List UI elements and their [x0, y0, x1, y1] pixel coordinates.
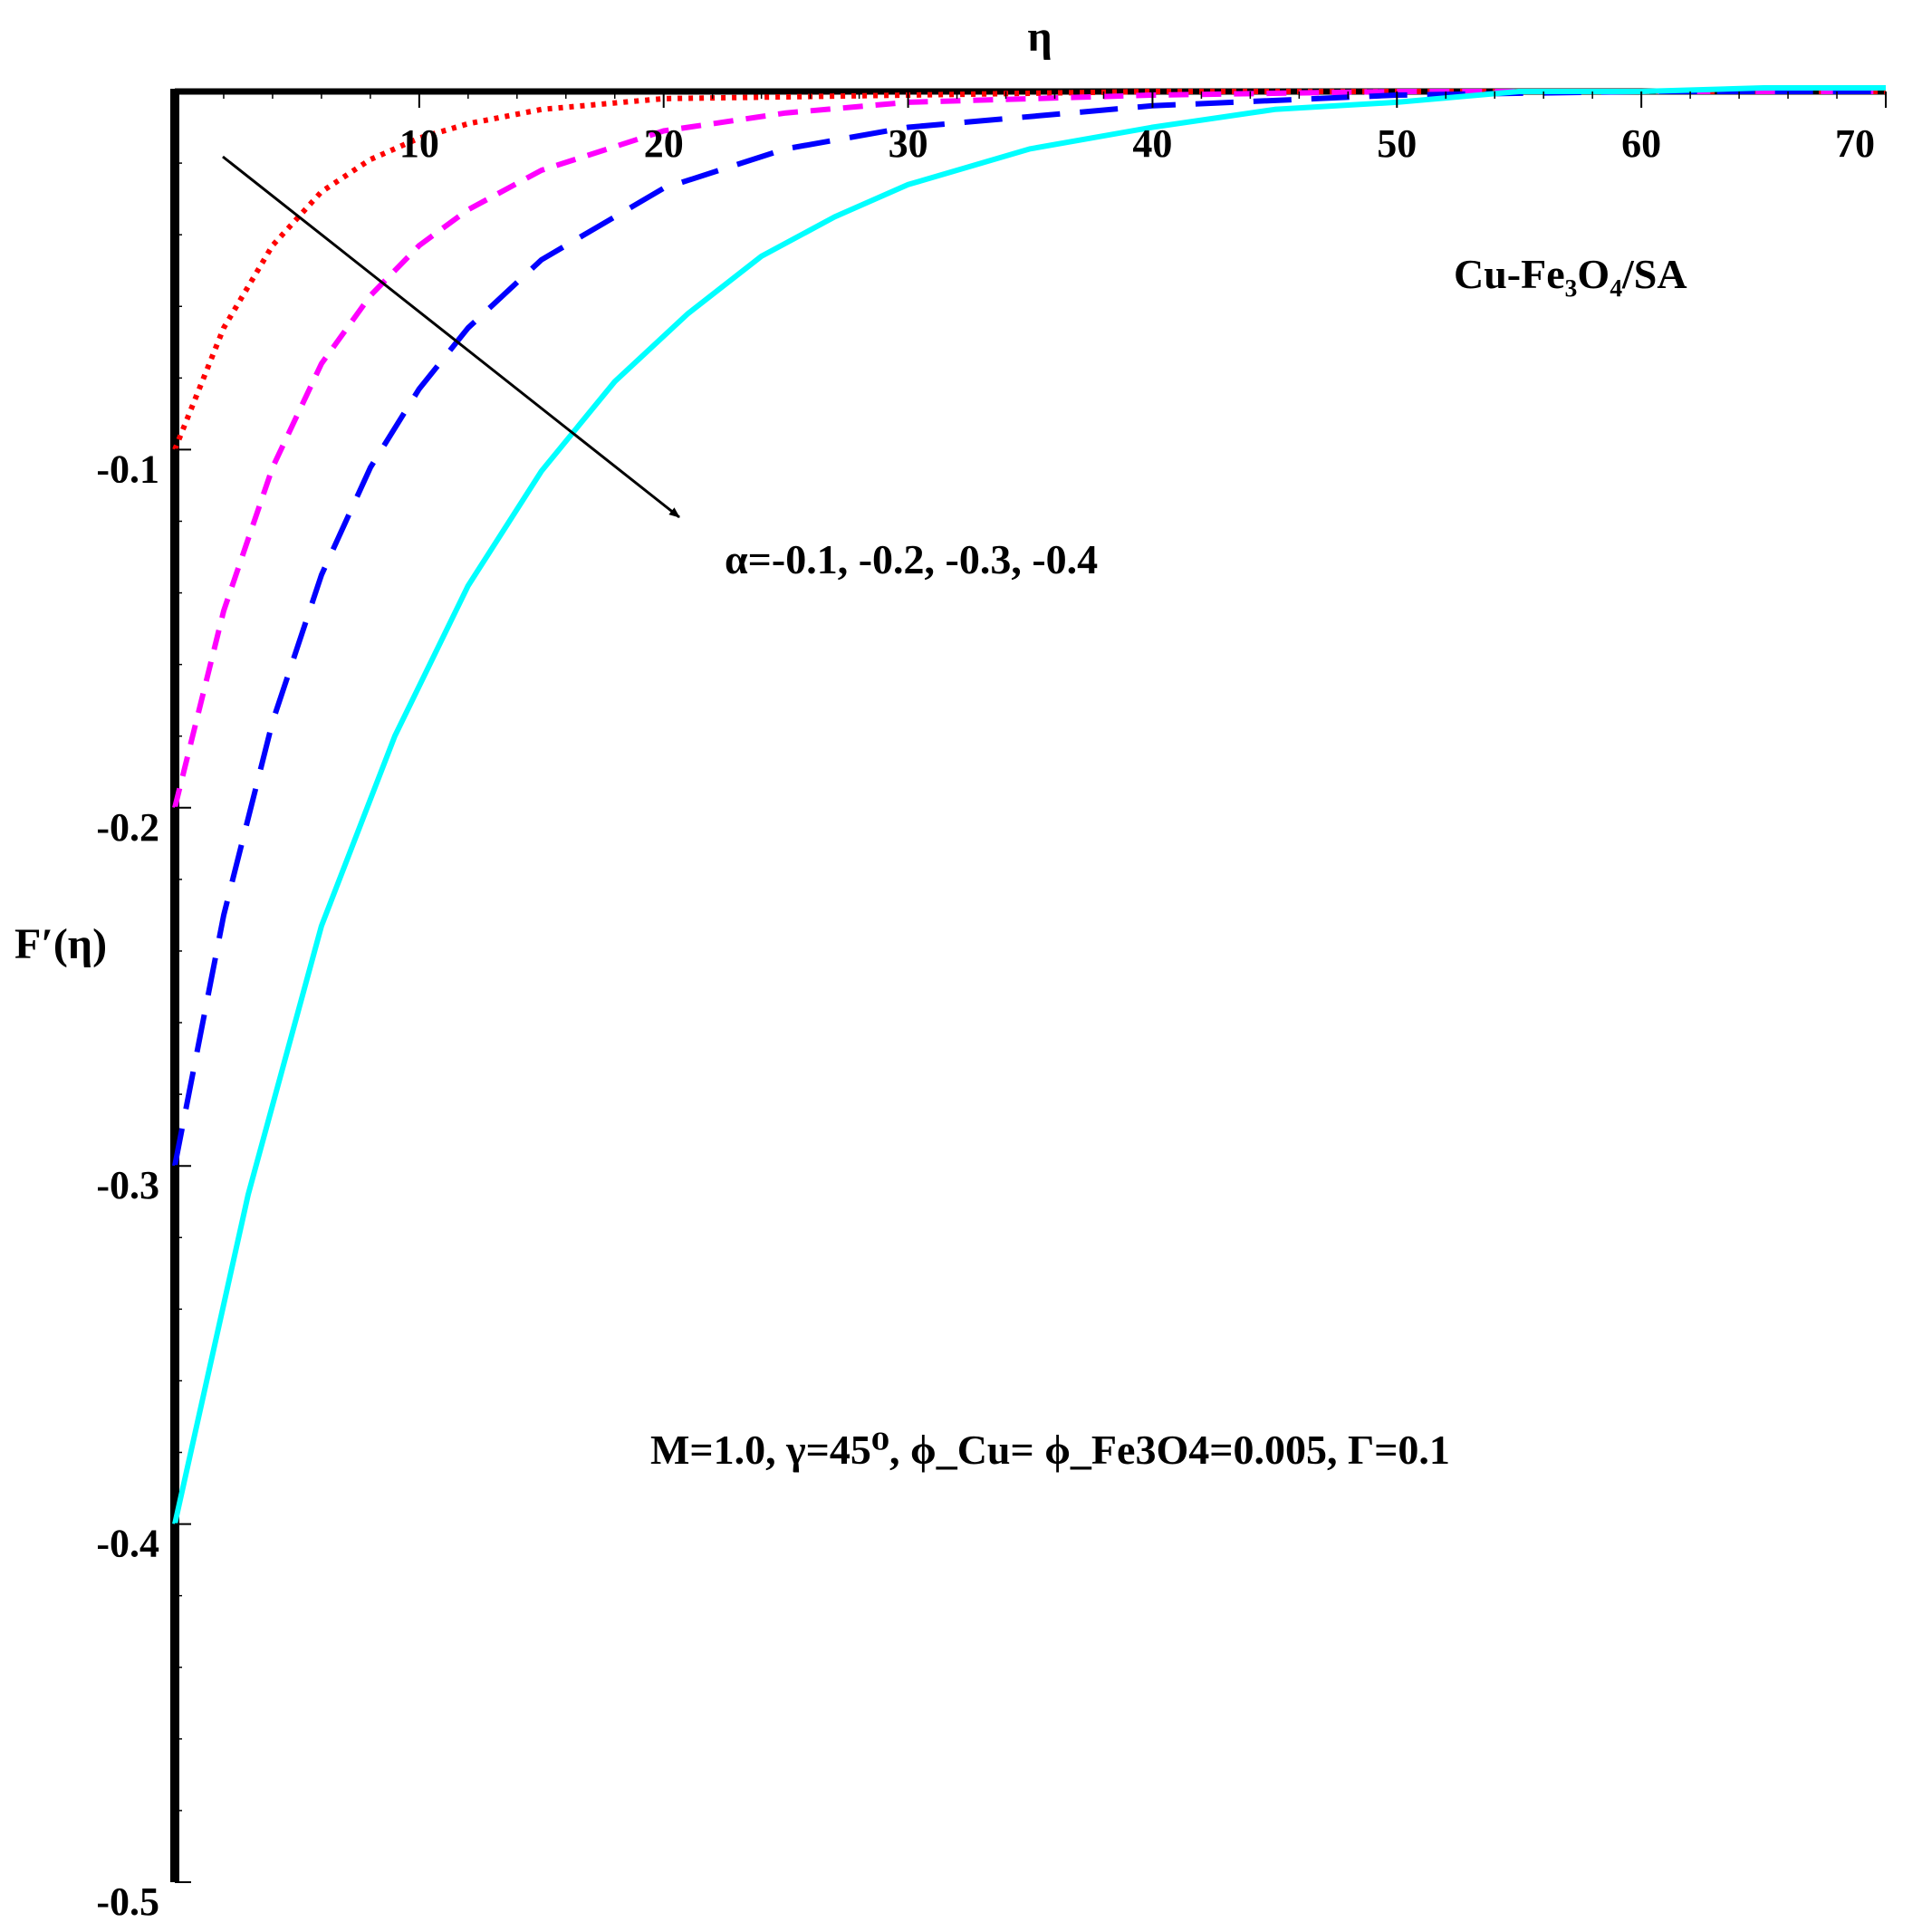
x-tick-label: 40 [1132, 121, 1172, 166]
x-tick-label: 50 [1377, 121, 1417, 166]
x-tick-label: 30 [889, 121, 928, 166]
y-axis-title: F′(η) [14, 920, 107, 968]
series-line-2 [172, 89, 1886, 809]
y-tick-label: -0.5 [96, 1879, 159, 1924]
series-line-4 [172, 85, 1886, 1525]
alpha-label: α=-0.1, -0.2, -0.3, -0.4 [725, 536, 1098, 582]
axes [170, 88, 1886, 1882]
y-tick-label: -0.4 [96, 1522, 159, 1566]
series-line-1 [172, 89, 1886, 451]
x-tick-label: 70 [1835, 121, 1875, 166]
x-tick-label: 60 [1621, 121, 1661, 166]
alpha-trend-arrow [222, 155, 680, 519]
y-tick-label: -0.3 [96, 1163, 159, 1207]
nanofluid-label: Cu-Fe₃O₄/SA [1454, 251, 1687, 297]
x-axis-title: η [1027, 13, 1052, 61]
y-tick-label: -0.1 [96, 447, 159, 491]
y-tick-label: -0.2 [96, 805, 159, 850]
series-line-3 [172, 89, 1886, 1167]
x-tick-label: 10 [399, 121, 439, 166]
series-layer [172, 85, 1886, 1525]
ticks-layer: 10 20 30 40 50 60 70 -0.1 -0.2 -0.3 -0.4 -0.5 [96, 91, 1887, 1924]
parameters-label: M=1.0, γ=45⁰, ϕ_Cu= ϕ_Fe3O4=0.005, Γ=0.1 [650, 1427, 1450, 1473]
x-tick-label: 20 [644, 121, 684, 166]
